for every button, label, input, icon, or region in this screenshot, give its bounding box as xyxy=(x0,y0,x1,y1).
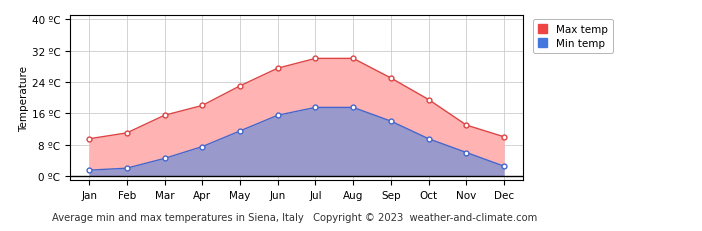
Text: Average min and max temperatures in Siena, Italy   Copyright © 2023  weather-and: Average min and max temperatures in Sien… xyxy=(52,212,538,222)
Legend: Max temp, Min temp: Max temp, Min temp xyxy=(533,20,613,54)
Y-axis label: Temperature: Temperature xyxy=(19,65,29,131)
